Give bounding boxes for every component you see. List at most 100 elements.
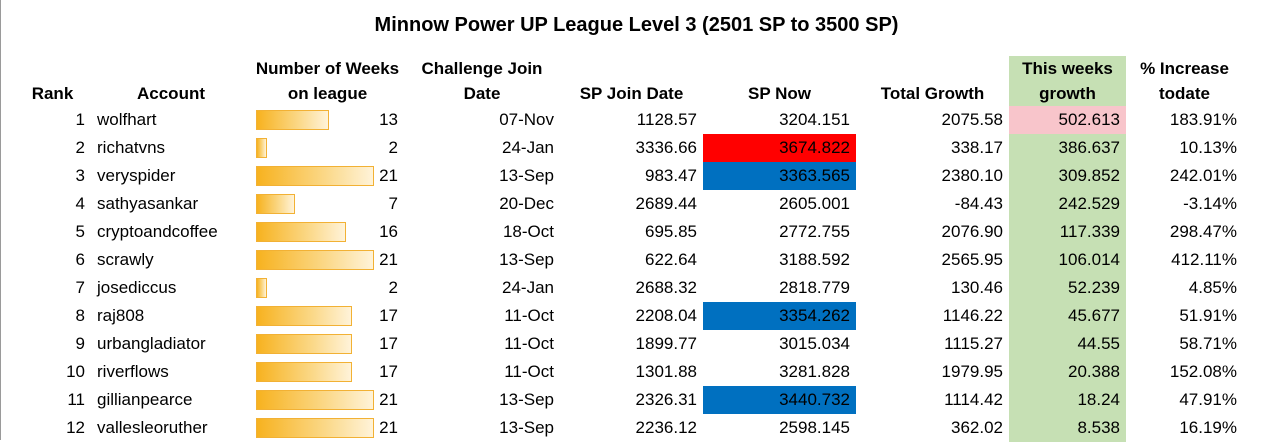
cell-pct-increase: 58.71%	[1179, 334, 1237, 353]
cell-rank: 5	[75, 222, 85, 241]
weeks-data-bar	[256, 110, 329, 130]
cell-total-growth: 130.46	[951, 278, 1003, 297]
table-row: 8 raj808 17 11-Oct 2208.04 3354.262 1146.22 45.…	[14, 302, 1243, 330]
cell-join-date: 13-Sep	[499, 250, 554, 269]
cell-weeks: 21	[251, 162, 404, 190]
weeks-value: 21	[379, 250, 398, 269]
cell-sp-now: 2772.755	[779, 222, 850, 241]
cell-week-growth: 45.677	[1009, 302, 1126, 330]
table-row: 9 urbangladiator 17 11-Oct 1899.77 3015.034 11…	[14, 330, 1243, 358]
cell-sp-now: 3674.822	[703, 134, 856, 162]
weeks-data-bar	[256, 138, 267, 158]
weeks-data-bar	[256, 250, 374, 270]
header-week-growth: This weeks growth	[1009, 56, 1126, 106]
cell-join-date: 11-Oct	[504, 306, 554, 325]
cell-total-growth: 2565.95	[941, 250, 1003, 269]
cell-sp-now: 3440.732	[703, 386, 856, 414]
weeks-data-bar	[256, 278, 267, 298]
weeks-value: 16	[379, 222, 398, 241]
cell-sp-join: 2208.04	[635, 306, 697, 325]
cell-week-growth: 502.613	[1009, 106, 1126, 134]
cell-account: veryspider	[97, 166, 176, 185]
cell-rank: 6	[75, 250, 85, 269]
header-row: Rank Account Number of Weeks on league Ch…	[14, 56, 1243, 106]
cell-account: sathyasankar	[97, 194, 199, 213]
weeks-value: 17	[379, 306, 398, 325]
cell-total-growth: 1114.42	[944, 390, 1003, 409]
cell-pct-increase: -3.14%	[1183, 194, 1237, 213]
cell-pct-increase: 183.91%	[1169, 110, 1237, 129]
table-body: 1 wolfhart 13 07-Nov 1128.57 3204.151 2075.58 5…	[14, 106, 1243, 442]
header-join-date: Challenge Join Date	[421, 59, 543, 103]
header-weeks: Number of Weeks on league	[255, 59, 400, 103]
cell-week-growth: 242.529	[1009, 190, 1126, 218]
cell-join-date: 11-Oct	[504, 362, 554, 381]
weeks-value: 2	[388, 278, 398, 297]
weeks-data-bar	[256, 306, 352, 326]
cell-sp-join: 1301.88	[635, 362, 697, 381]
header-sp-now: SP Now	[748, 84, 811, 103]
weeks-value: 21	[379, 166, 398, 185]
cell-week-growth: 20.388	[1009, 358, 1126, 386]
weeks-value: 21	[379, 418, 398, 437]
cell-sp-join: 1899.77	[635, 334, 697, 353]
cell-join-date: 11-Oct	[504, 334, 554, 353]
cell-sp-join: 1128.57	[636, 110, 697, 129]
weeks-value: 7	[388, 194, 398, 213]
cell-total-growth: 2076.90	[941, 222, 1003, 241]
cell-week-growth: 8.538	[1009, 414, 1126, 442]
cell-weeks: 13	[251, 106, 404, 134]
cell-rank: 2	[75, 138, 85, 157]
weeks-data-bar	[256, 166, 374, 186]
cell-weeks: 17	[251, 330, 404, 358]
cell-weeks: 2	[251, 274, 404, 302]
cell-sp-join: 622.64	[645, 250, 697, 269]
weeks-data-bar	[256, 334, 352, 354]
weeks-data-bar	[256, 390, 374, 410]
cell-rank: 7	[75, 278, 85, 297]
cell-weeks: 17	[251, 302, 404, 330]
league-table: Rank Account Number of Weeks on league Ch…	[14, 56, 1243, 442]
cell-pct-increase: 298.47%	[1169, 222, 1237, 241]
table-row: 6 scrawly 21 13-Sep 622.64 3188.592 2565.95 106…	[14, 246, 1243, 274]
cell-account: scrawly	[97, 250, 154, 269]
weeks-data-bar	[256, 362, 352, 382]
cell-sp-now: 3015.034	[779, 334, 850, 353]
cell-account: gillianpearce	[97, 390, 193, 409]
table-row: 10 riverflows 17 11-Oct 1301.88 3281.828 1979.…	[14, 358, 1243, 386]
cell-total-growth: 2075.58	[941, 110, 1003, 129]
cell-account: raj808	[97, 306, 145, 325]
cell-total-growth: 338.17	[951, 138, 1003, 157]
weeks-data-bar	[256, 222, 346, 242]
table-row: 1 wolfhart 13 07-Nov 1128.57 3204.151 2075.58 5…	[14, 106, 1243, 134]
cell-week-growth: 18.24	[1009, 386, 1126, 414]
cell-sp-now: 3204.151	[779, 110, 850, 129]
table-row: 11 gillianpearce 21 13-Sep 2326.31 3440.732 11…	[14, 386, 1243, 414]
weeks-value: 17	[379, 362, 398, 381]
cell-week-growth: 117.339	[1009, 218, 1126, 246]
table-row: 5 cryptoandcoffee 16 18-Oct 695.85 2772.755 20…	[14, 218, 1243, 246]
header-rank: Rank	[31, 84, 74, 103]
weeks-value: 2	[388, 138, 398, 157]
cell-account: vallesleoruther	[97, 418, 208, 437]
cell-sp-now: 3281.828	[779, 362, 850, 381]
cell-weeks: 17	[251, 358, 404, 386]
weeks-value: 17	[379, 334, 398, 353]
header-sp-join: SP Join Date	[579, 84, 684, 103]
cell-weeks: 7	[251, 190, 404, 218]
cell-rank: 10	[66, 362, 85, 381]
cell-pct-increase: 16.19%	[1179, 418, 1237, 437]
cell-week-growth: 44.55	[1009, 330, 1126, 358]
weeks-value: 21	[379, 390, 398, 409]
cell-week-growth: 106.014	[1009, 246, 1126, 274]
cell-total-growth: 1115.27	[944, 334, 1003, 353]
cell-sp-join: 2688.32	[635, 278, 697, 297]
cell-week-growth: 52.239	[1009, 274, 1126, 302]
cell-sp-now: 3188.592	[779, 250, 850, 269]
cell-join-date: 24-Jan	[502, 138, 554, 157]
header-account: Account	[137, 84, 205, 103]
cell-rank: 1	[75, 110, 85, 129]
table-row: 12 vallesleoruther 21 13-Sep 2236.12 2598.145…	[14, 414, 1243, 442]
cell-account: cryptoandcoffee	[97, 222, 218, 241]
cell-total-growth: 1979.95	[941, 362, 1003, 381]
